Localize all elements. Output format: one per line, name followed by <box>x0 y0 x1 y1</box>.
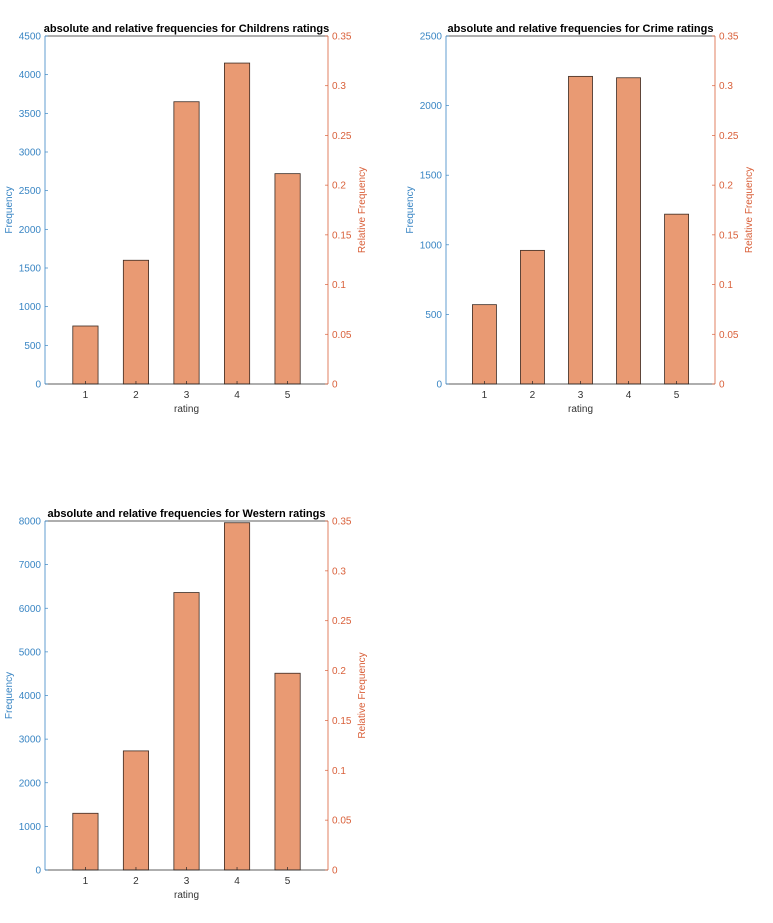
left-y-tick-label: 2500 <box>19 186 42 197</box>
right-y-tick-label: 0 <box>332 866 338 877</box>
right-y-tick-label: 0.1 <box>332 280 346 291</box>
bar-rating-3 <box>568 75 593 385</box>
right-y-tick-label: 0.3 <box>332 566 346 577</box>
bar-rating-1 <box>72 812 99 871</box>
left-y-tick-label: 5000 <box>19 647 42 658</box>
right-y-tick-label: 0.25 <box>332 131 352 142</box>
bar-rating-1 <box>472 304 497 385</box>
chart-panel-1: 1 2 3 4 5 0 500 1000 1500 2000 2500 3000 3500 4000 450… <box>4 23 368 415</box>
x-tick-label: 1 <box>482 390 488 401</box>
left-y-tick-label: 6000 <box>19 604 42 615</box>
bar-rating-4 <box>224 62 251 385</box>
right-y-tick-label: 0.05 <box>332 330 352 341</box>
left-y-tick-label: 0 <box>436 380 442 391</box>
right-y-tick-label: 0.2 <box>719 181 733 192</box>
x-tick-label: 2 <box>133 876 139 887</box>
bar-rating-5 <box>274 672 301 871</box>
bar-rating-1 <box>72 325 99 385</box>
right-y-tick-label: 0.25 <box>332 616 352 627</box>
x-tick-label: 5 <box>285 876 291 887</box>
left-y-tick-label: 500 <box>425 310 442 321</box>
right-y-tick-label: 0.3 <box>332 81 346 92</box>
bar-rating-2 <box>122 259 149 385</box>
left-y-tick-label: 2000 <box>19 225 42 236</box>
right-y-tick-label: 0.15 <box>332 230 352 241</box>
left-y-tick-label: 1500 <box>19 264 42 275</box>
right-y-tick-label: 0.05 <box>332 816 352 827</box>
right-y-tick-label: 0.35 <box>719 32 739 43</box>
bar-rating-2 <box>122 750 149 871</box>
left-y-tick-label: 1500 <box>420 171 443 182</box>
right-y-axis-label: Relative Frequency <box>744 167 755 253</box>
right-y-tick-label: 0.35 <box>332 32 352 43</box>
right-y-tick-label: 0.3 <box>719 81 733 92</box>
right-y-axis-label: Relative Frequency <box>357 167 368 253</box>
left-y-axis-label: Frequency <box>4 186 15 233</box>
right-y-axis-label: Relative Frequency <box>357 652 368 738</box>
left-y-tick-label: 0 <box>35 866 41 877</box>
left-y-tick-label: 7000 <box>19 560 42 571</box>
right-y-tick-label: 0.2 <box>332 666 346 677</box>
left-y-tick-label: 1000 <box>19 822 42 833</box>
chart-title: absolute and relative frequencies for Ch… <box>44 23 329 35</box>
x-tick-label: 2 <box>133 390 139 401</box>
left-y-tick-label: 3000 <box>19 735 42 746</box>
left-y-tick-label: 4500 <box>19 32 42 43</box>
x-axis-label: rating <box>174 404 199 415</box>
left-y-tick-label: 2000 <box>420 101 443 112</box>
x-tick-label: 2 <box>530 390 536 401</box>
left-y-tick-label: 4000 <box>19 70 42 81</box>
x-tick-label: 5 <box>674 390 680 401</box>
right-y-tick-label: 0.05 <box>719 330 739 341</box>
left-y-axis-label: Frequency <box>4 672 15 719</box>
chart-title: absolute and relative frequencies for Cr… <box>448 23 714 35</box>
left-y-tick-label: 1000 <box>19 302 42 313</box>
right-y-tick-label: 0.2 <box>332 181 346 192</box>
right-y-tick-label: 0.15 <box>332 716 352 727</box>
x-tick-label: 4 <box>626 390 632 401</box>
left-y-tick-label: 2500 <box>420 32 443 43</box>
left-y-tick-label: 4000 <box>19 691 42 702</box>
x-axis-label: rating <box>568 404 593 415</box>
left-y-axis-label: Frequency <box>405 186 416 233</box>
x-tick-label: 1 <box>83 876 89 887</box>
x-tick-label: 1 <box>83 390 89 401</box>
bar-rating-5 <box>664 213 689 385</box>
right-y-tick-label: 0.1 <box>332 766 346 777</box>
right-y-tick-label: 0 <box>719 380 725 391</box>
bar-rating-4 <box>224 522 251 871</box>
x-tick-label: 5 <box>285 390 291 401</box>
left-y-tick-label: 8000 <box>19 517 42 528</box>
right-y-tick-label: 0.35 <box>332 517 352 528</box>
right-y-tick-label: 0.15 <box>719 230 739 241</box>
chart-panel-3: 1 2 3 4 5 0 1000 2000 3000 4000 5000 6000 7000 8000 0 0… <box>4 508 368 901</box>
bar-rating-4 <box>616 77 641 385</box>
bar-rating-5 <box>274 173 301 385</box>
x-tick-label: 4 <box>234 876 240 887</box>
right-y-tick-label: 0.25 <box>719 131 739 142</box>
chart-title: absolute and relative frequencies for We… <box>48 508 326 520</box>
chart-panel-2: 1 2 3 4 5 0 500 1000 1500 2000 2500 0 0.05 0.1 0.15 0.2… <box>405 23 755 415</box>
left-y-tick-label: 2000 <box>19 778 42 789</box>
x-axis-label: rating <box>174 890 199 901</box>
left-y-tick-label: 500 <box>24 341 41 352</box>
right-y-tick-label: 0.1 <box>719 280 733 291</box>
right-y-tick-label: 0 <box>332 380 338 391</box>
left-y-tick-label: 0 <box>35 380 41 391</box>
left-y-tick-label: 3500 <box>19 109 42 120</box>
x-tick-label: 3 <box>578 390 584 401</box>
x-tick-label: 3 <box>184 876 190 887</box>
left-y-tick-label: 3000 <box>19 148 42 159</box>
x-tick-label: 3 <box>184 390 190 401</box>
bar-rating-3 <box>173 101 200 385</box>
bar-rating-2 <box>520 249 545 385</box>
left-y-tick-label: 1000 <box>420 240 443 251</box>
bar-rating-3 <box>173 592 200 871</box>
x-tick-label: 4 <box>234 390 240 401</box>
